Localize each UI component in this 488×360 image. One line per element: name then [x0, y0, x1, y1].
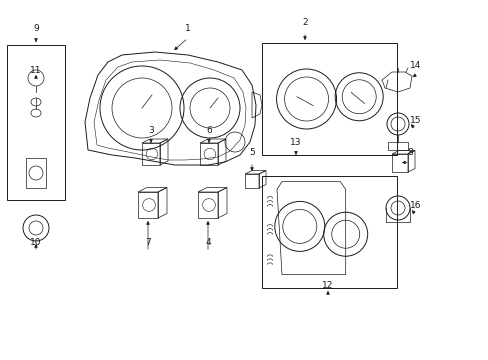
Text: 16: 16 — [409, 201, 421, 210]
Text: 11: 11 — [30, 66, 41, 75]
Text: 3: 3 — [148, 126, 154, 135]
Text: 6: 6 — [206, 126, 211, 135]
Text: 2: 2 — [302, 18, 307, 27]
Text: 9: 9 — [33, 24, 39, 33]
Text: 12: 12 — [322, 281, 333, 290]
Text: 10: 10 — [30, 238, 41, 247]
Text: 5: 5 — [248, 148, 254, 157]
Text: 15: 15 — [409, 116, 421, 125]
Text: 4: 4 — [205, 238, 210, 247]
Text: 1: 1 — [185, 24, 190, 33]
Text: 8: 8 — [407, 148, 412, 157]
Text: 7: 7 — [145, 238, 151, 247]
Text: 14: 14 — [409, 61, 421, 70]
Text: 13: 13 — [290, 138, 301, 147]
